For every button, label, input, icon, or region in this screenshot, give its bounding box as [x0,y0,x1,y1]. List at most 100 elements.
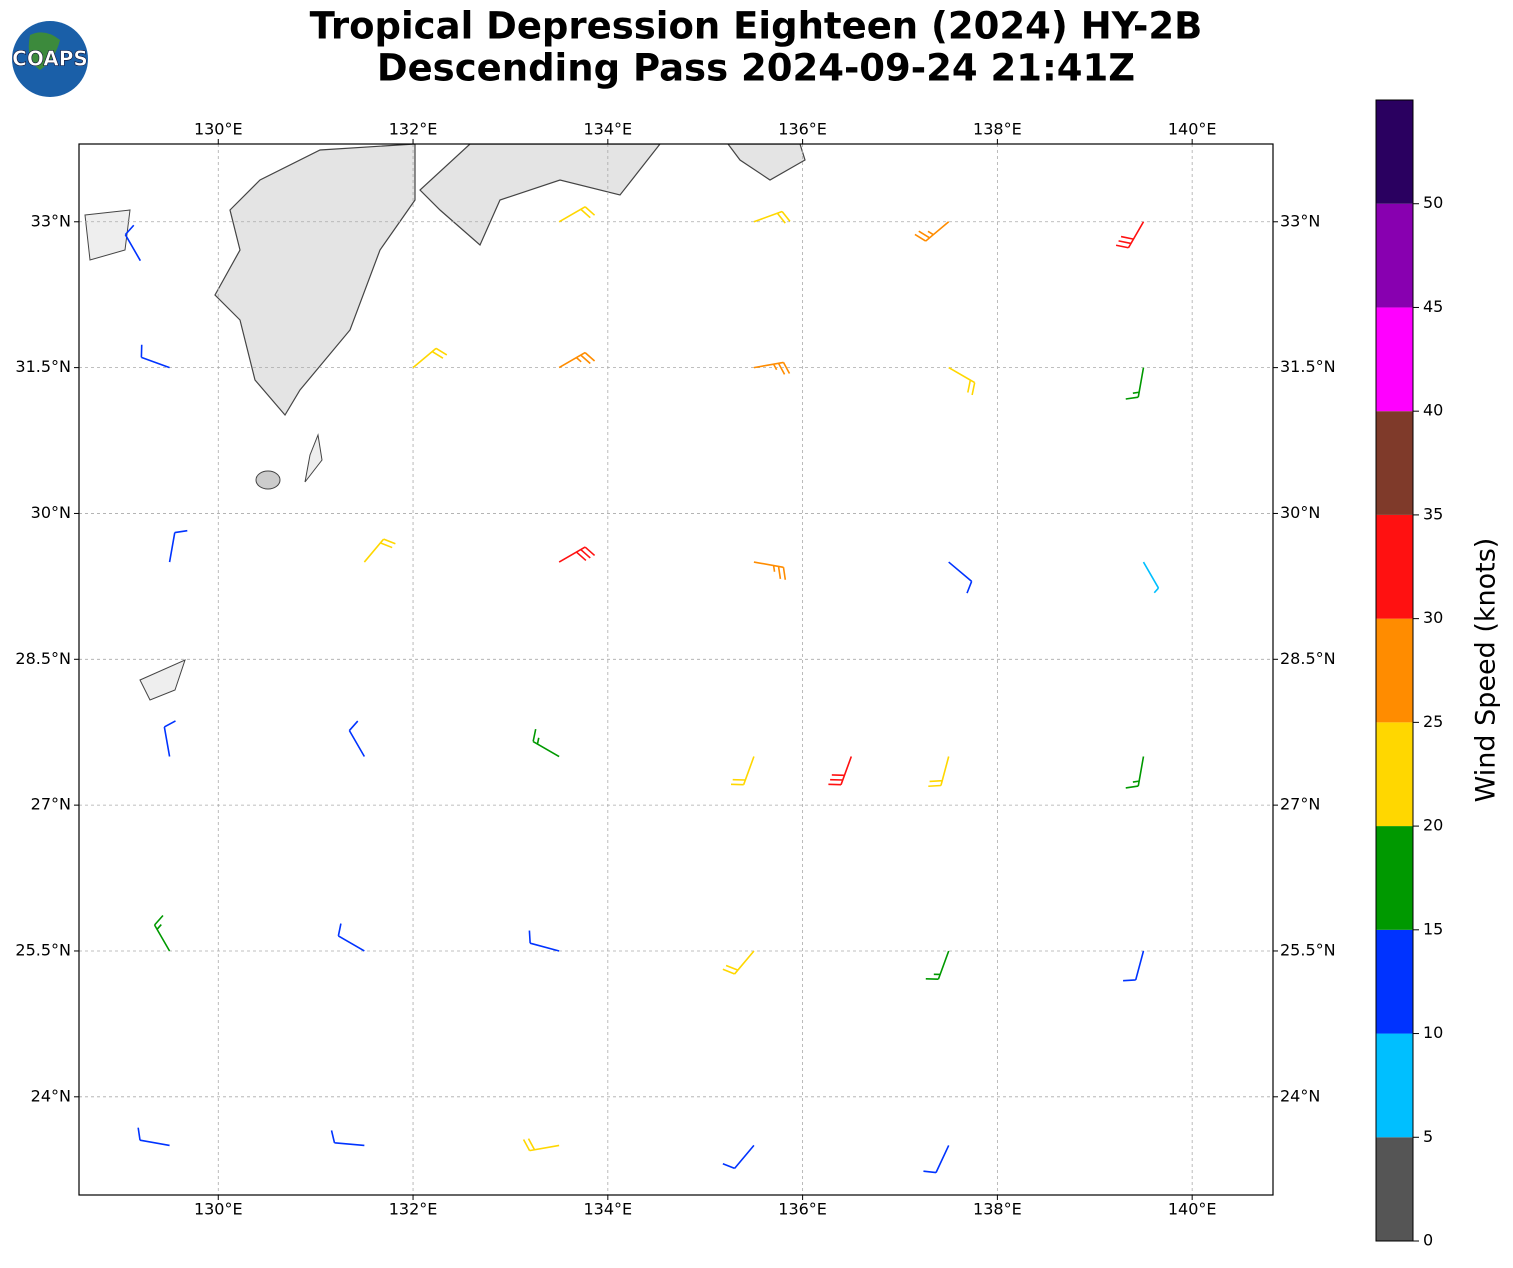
ticks: 130°E 130°E 132°E 132°E 134°E 134°E 136°E 136°E… [15,120,1335,1219]
wind-barb [558,206,596,223]
colorbar-segment [1376,100,1413,204]
wind-barb [730,756,755,786]
wind-barb [722,1144,755,1170]
chart-title: Tropical Depression Eighteen (2024) HY-2… [310,5,1203,48]
colorbar-frame [1375,99,1414,1242]
wind-barb [532,728,560,758]
colorbar-tick-label: 45 [1423,297,1443,316]
wind-barb [558,546,596,563]
colorbar-tick-label: 10 [1423,1023,1443,1042]
x-tick-label: 132°E [389,120,438,139]
wind-barb [140,344,170,369]
wind-barb [163,720,176,757]
wind-barb [168,529,188,563]
colorbar-label: Wind Speed (knots) [1471,538,1502,803]
island [139,659,186,701]
wind-barb [1115,221,1145,249]
wind-barb [363,538,396,563]
wind-barb [412,347,448,369]
shikoku [419,144,661,246]
x-tick-label: 136°E [778,1200,827,1219]
wind-barb [1142,561,1160,594]
wind-barb [153,914,171,952]
colorbar-tick-label: 50 [1423,193,1443,212]
colorbar-segment [1376,929,1413,1034]
y-tick-label: 24°N [31,1086,71,1105]
colorbar-segment [1376,411,1413,515]
wind-barb [330,1130,365,1147]
wind-barb [923,1145,950,1174]
wind-barb [753,561,787,580]
grid [79,144,1273,1195]
y-tick-label: 25.5°N [15,940,71,959]
wind-barb [914,221,950,242]
wind-barb [348,720,366,757]
colorbar-segment [1376,1033,1413,1138]
colorbar-segment [1376,1137,1413,1241]
x-tick-label: 134°E [583,1200,632,1219]
wind-barb [948,561,973,594]
colorbar-segment [1376,514,1413,619]
y-tick-label: 30°N [31,503,71,522]
wind-barb [522,1138,560,1152]
wind-barb [337,923,365,952]
y-tick-label: 28.5°N [15,649,71,668]
x-tick-label: 138°E [973,1200,1022,1219]
colorbar-segment [1376,618,1413,723]
honshu [727,144,806,181]
colorbar-tick-label: 40 [1423,401,1443,420]
colorbar-segment [1376,307,1413,412]
wind-barb [753,361,791,375]
y-tick-label: 28.5°N [1280,649,1336,668]
y-tick-label: 27°N [31,795,71,814]
wind-barb [528,930,560,952]
colorbar-tick-label: 5 [1423,1127,1433,1146]
x-tick-label: 130°E [194,1200,243,1219]
y-tick-label: 25.5°N [1280,940,1336,959]
colorbar-tick-label: 35 [1423,504,1443,523]
y-tick-label: 30°N [1280,503,1320,522]
land [84,144,806,701]
x-tick-label: 138°E [973,120,1022,139]
kyushu [214,144,416,417]
island [84,209,131,261]
wind-barb [1123,950,1145,982]
chart-subtitle: Descending Pass 2024-09-24 21:41Z [377,47,1135,90]
island [304,433,323,483]
wind-barb [948,366,976,396]
wind-barb [1125,367,1145,400]
y-tick-label: 31.5°N [15,357,71,376]
x-tick-label: 140°E [1168,120,1217,139]
wind-barb [1125,756,1145,789]
wind-barb [828,756,853,786]
island [255,470,281,490]
x-tick-label: 136°E [778,120,827,139]
y-tick-label: 27°N [1280,795,1320,814]
wind-barb [928,756,950,788]
colorbar-tick-label: 30 [1423,608,1443,627]
colorbar-segment [1376,203,1413,308]
x-tick-label: 132°E [389,1200,438,1219]
x-tick-label: 134°E [583,120,632,139]
colorbar-segment [1376,826,1413,930]
y-tick-label: 33°N [31,211,71,230]
colorbar-tick-label: 25 [1423,712,1443,731]
colorbar: 0 5 10 15 20 25 30 35 40 45 50 [1375,99,1443,1250]
colorbar-tick-label: 20 [1423,816,1443,835]
logo-text: COAPS [12,47,88,71]
logo: COAPS [12,21,88,97]
wind-barb [753,210,791,224]
wind-barb [137,1127,170,1147]
colorbar-tick-label: 15 [1423,919,1443,938]
y-tick-label: 33°N [1280,211,1320,230]
y-tick-label: 31.5°N [1280,357,1336,376]
x-tick-label: 130°E [194,120,243,139]
y-tick-label: 24°N [1280,1086,1320,1105]
colorbar-tick-label: 0 [1423,1231,1433,1250]
map-frame [78,143,1274,1196]
wind-barb [925,950,950,980]
barbs [124,206,1160,1174]
wind-barb [124,224,142,262]
colorbar-segment [1376,722,1413,827]
